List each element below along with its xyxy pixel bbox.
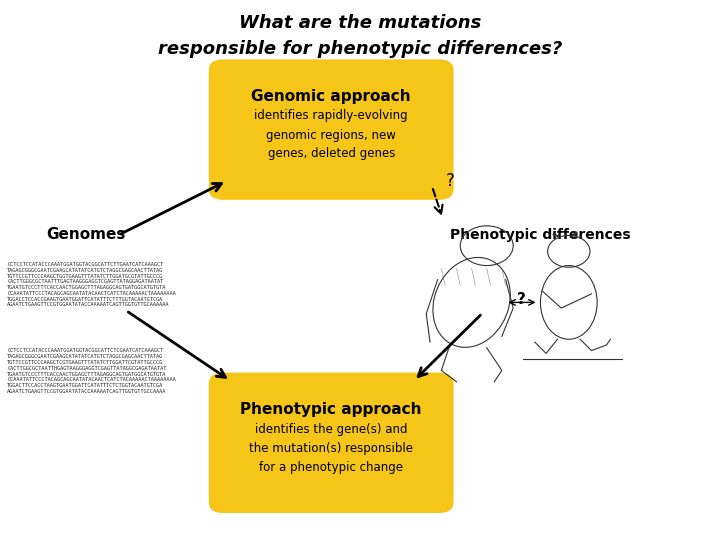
Text: identifies rapidly-evolving
genomic regions, new
genes, deleted genes: identifies rapidly-evolving genomic regi… (254, 110, 408, 160)
Text: ?: ? (446, 172, 454, 190)
Text: identifies the gene(s) and
the mutation(s) responsible
for a phenotypic change: identifies the gene(s) and the mutation(… (249, 423, 413, 474)
Text: Genomes: Genomes (47, 227, 126, 242)
Text: Phenotypic approach: Phenotypic approach (240, 402, 422, 417)
Text: What are the mutations: What are the mutations (239, 14, 481, 31)
Text: Phenotypic differences: Phenotypic differences (450, 228, 630, 242)
Text: CCTCCTCCATACCCAAATGGATGGTACGGCATTCTTGAATCATCAAAGCT
TAGAGCGGGCGAATCGAAGCATATATCAT: CCTCCTCCATACCCAAATGGATGGTACGGCATTCTTGAAT… (7, 262, 176, 307)
Text: ?: ? (517, 292, 526, 307)
FancyBboxPatch shape (209, 59, 454, 200)
Text: responsible for phenotypic differences?: responsible for phenotypic differences? (158, 40, 562, 58)
Text: Genomic approach: Genomic approach (251, 89, 411, 104)
FancyBboxPatch shape (209, 373, 454, 513)
Text: CCTCCTCCATACCCAAATGGATGGTACGGCATTCTCGAATCATCAAAGCT
TAGAGCGGGCGAATCGAAGCATATATCAT: CCTCCTCCATACCCAAATGGATGGTACGGCATTCTCGAAT… (7, 348, 176, 394)
